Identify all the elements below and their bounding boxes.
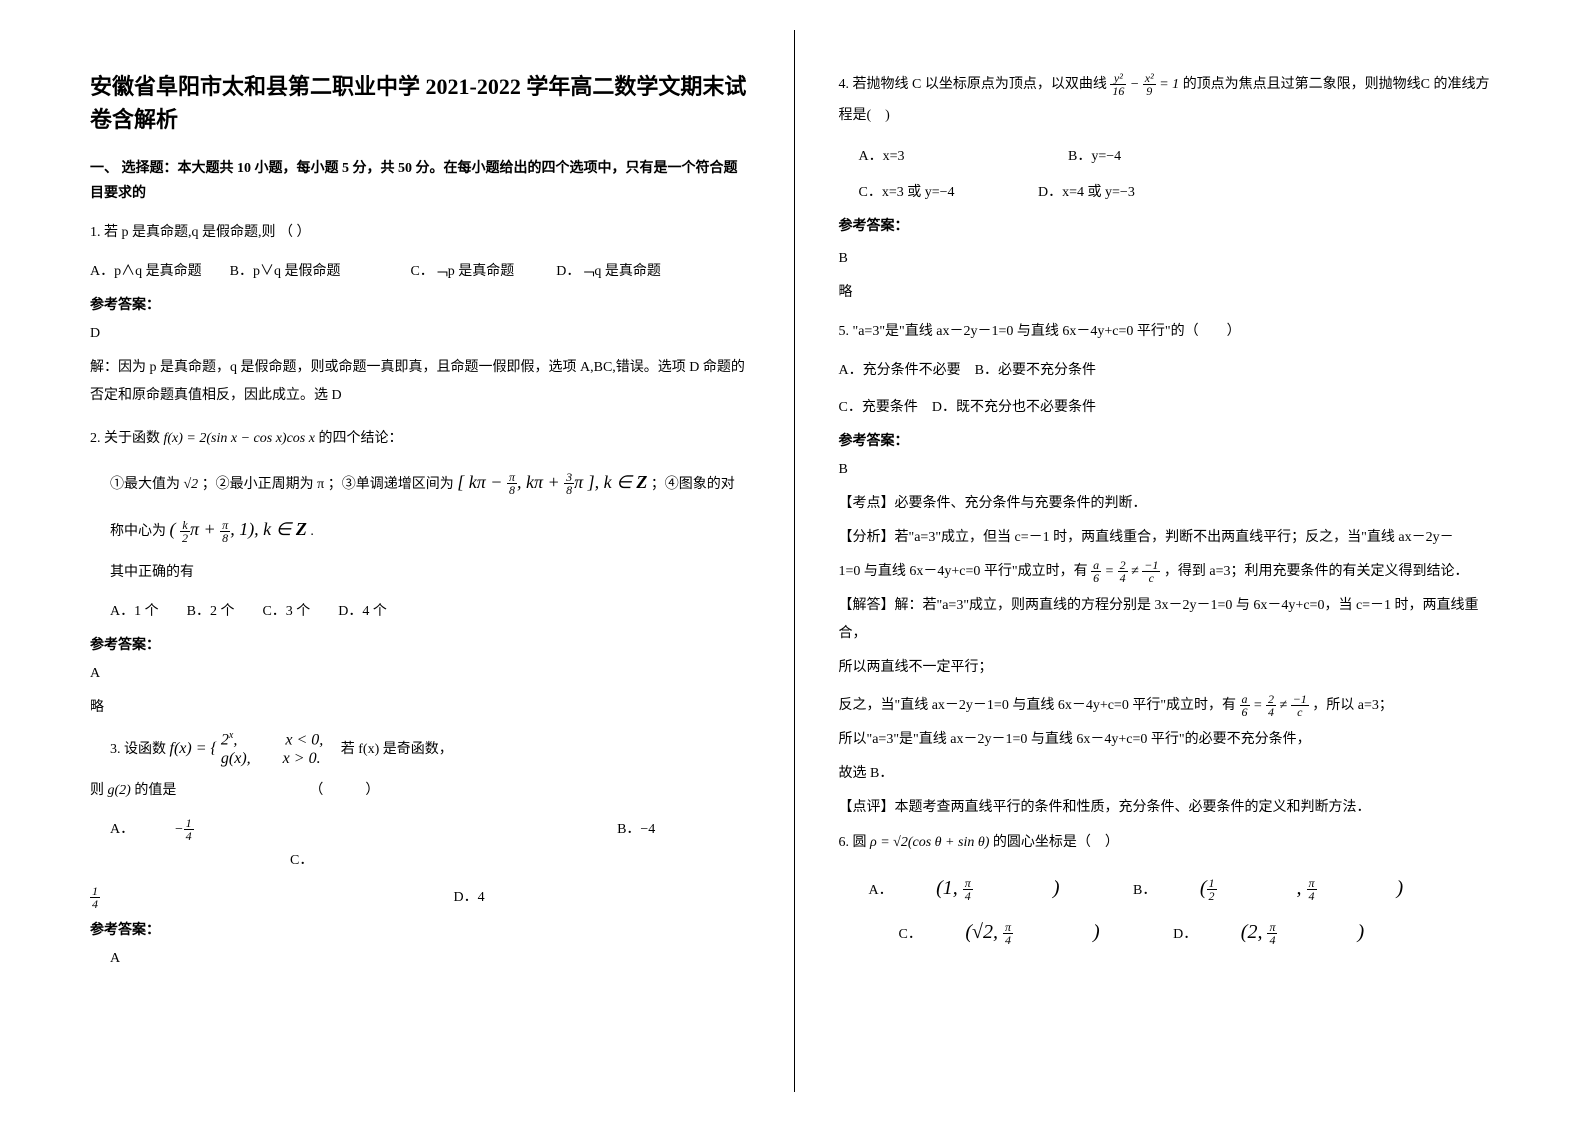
q4-answer-label: 参考答案： bbox=[839, 215, 1498, 235]
q2-stem-pre: 2. 关于函数 bbox=[90, 431, 164, 446]
q6-optC: C． bbox=[899, 927, 922, 942]
q5-fx2-post: ，得到 a=3；利用充要条件的有关定义得到结论． bbox=[1164, 564, 1469, 579]
q5-kaodian: 【考点】必要条件、充分条件与充要条件的判断． bbox=[839, 490, 1498, 518]
q2-l1-pre: ①最大值为 bbox=[110, 477, 180, 492]
q5-fx2-pre: 1=0 与直线 6x－4y+c=0 平行"成立时，有 bbox=[839, 564, 1088, 579]
q3-answer-letter: A bbox=[110, 945, 749, 973]
q2-line1: ①最大值为 √2 ；②最小正周期为 π ；③单调递增区间为 [ kπ − π8,… bbox=[110, 463, 749, 503]
q4-stem-pre: 4. 若抛物线 C 以坐标原点为顶点，以双曲线 bbox=[839, 77, 1111, 92]
q6-optD-math: (2, π4) bbox=[1241, 921, 1364, 943]
q6-optB-math: (12, π4) bbox=[1200, 877, 1403, 899]
q2-l1-mid: ；②最小正周期为 π ；③单调递增区间为 bbox=[202, 477, 454, 492]
q4-stem: 4. 若抛物线 C 以坐标原点为顶点，以双曲线 y²16 − x²9 = 1 的… bbox=[839, 70, 1498, 132]
q4-optB: B．y=−4 bbox=[1068, 149, 1121, 164]
q5-options-row1: A．充分条件不必要 B．必要不充分条件 bbox=[839, 356, 1498, 387]
q3-answer-label: 参考答案： bbox=[90, 919, 749, 939]
q2-l2-pre: 称中心为 bbox=[110, 524, 166, 539]
q5-fenxi-1: 【分析】若"a=3"成立，但当 c=－1 时，两直线重合，判断不出两直线平行；反… bbox=[839, 524, 1498, 552]
section-1-heading: 一、 选择题：本大题共 10 小题，每小题 5 分，共 50 分。在每小题给出的… bbox=[90, 156, 749, 206]
q1-options: A．p∧q 是真命题 B．p∨q 是假命题 C．﹁p 是真命题 D．﹁q 是真命… bbox=[90, 257, 749, 288]
q6-stem-pre: 6. 圆 bbox=[839, 835, 871, 850]
q6-optD: D． bbox=[1173, 927, 1197, 942]
q5-jd3-pre: 反之，当"直线 ax－2y－1=0 与直线 6x－4y+c=0 平行"成立时，有 bbox=[839, 698, 1237, 713]
q1-stem: 1. 若 p 是真命题,q 是假命题,则 （ ） bbox=[90, 218, 749, 249]
q3-optA: A． bbox=[110, 822, 134, 837]
q2-answer-label: 参考答案： bbox=[90, 634, 749, 654]
q2-l1-post: ；④图象的对 bbox=[651, 477, 735, 492]
q2-line2: 称中心为 ( k2π + π8, 1), k ∈ Z . bbox=[110, 510, 749, 550]
q1-answer-letter: D bbox=[90, 320, 749, 348]
q4-answer-letter: B bbox=[839, 245, 1498, 273]
q2-sqrt2-icon: √2 bbox=[184, 477, 199, 492]
q2-stem-post: 的四个结论： bbox=[315, 431, 403, 446]
q6-stem-math: ρ = √2(cos θ + sin θ) bbox=[870, 835, 989, 850]
q1-answer-label: 参考答案： bbox=[90, 294, 749, 314]
q5-dianping: 【点评】本题考查两直线平行的条件和性质，充分条件、必要条件的定义和判断方法． bbox=[839, 794, 1498, 822]
q5-jieda-4: 所以"a=3"是"直线 ax－2y－1=0 与直线 6x－4y+c=0 平行"的… bbox=[839, 726, 1498, 754]
q3-optC-frac: 14 bbox=[90, 890, 180, 905]
q4-optD: D．x=4 或 y=−3 bbox=[1038, 185, 1135, 200]
q4-options-row2: C．x=3 或 y=−4 D．x=4 或 y=−3 bbox=[859, 178, 1498, 209]
q2-center-icon: ( k2π + π8, 1), k ∈ Z bbox=[170, 519, 307, 539]
right-page: 4. 若抛物线 C 以坐标原点为顶点，以双曲线 y²16 − x²9 = 1 的… bbox=[794, 0, 1587, 1122]
q3-options-row2: 14 D．4 bbox=[90, 883, 749, 914]
left-page: 安徽省阜阳市太和县第二职业中学 2021-2022 学年高二数学文期末试卷含解析… bbox=[0, 0, 794, 1122]
q4-answer-omit: 略 bbox=[839, 279, 1498, 307]
q1-answer-text: 解：因为 p 是真命题，q 是假命题，则或命题一真即真，且命题一假即假，选项 A… bbox=[90, 354, 749, 410]
q5-jieda-1: 【解答】解：若"a=3"成立，则两直线的方程分别是 3x－2y－1=0 与 6x… bbox=[839, 592, 1498, 648]
q6-optA: A． bbox=[869, 883, 893, 898]
q6-options: A． (1, π4) B． (12, π4) C． (√2, π4) D． (2… bbox=[869, 866, 1498, 954]
q6-optA-math: (1, π4) bbox=[936, 877, 1059, 899]
q4-optA: A．x=3 bbox=[859, 149, 905, 164]
q6-stem-post: 的圆心坐标是（ ） bbox=[989, 835, 1119, 850]
q2-stem: 2. 关于函数 f(x) = 2(sin x − cos x)cos x 的四个… bbox=[90, 424, 749, 455]
q4-hyperbola-icon: y²16 − x²9 = 1 bbox=[1110, 77, 1179, 92]
q5-options-row2: C．充要条件 D．既不充分也不必要条件 bbox=[839, 393, 1498, 424]
q3-line2: 则 g(2) 的值是 （ ） bbox=[90, 776, 749, 807]
q2-answer-omit: 略 bbox=[90, 694, 749, 722]
doc-title: 安徽省阜阳市太和县第二职业中学 2021-2022 学年高二数学文期末试卷含解析 bbox=[90, 70, 749, 136]
q5-jieda-3: 反之，当"直线 ax－2y－1=0 与直线 6x－4y+c=0 平行"成立时，有… bbox=[839, 692, 1498, 720]
q5-answer-label: 参考答案： bbox=[839, 430, 1498, 450]
q2-line3: 其中正确的有 bbox=[110, 558, 749, 589]
q2-interval-icon: [ kπ − π8, kπ + 38π ], k ∈ Z bbox=[457, 472, 647, 492]
q3-optC: C． bbox=[290, 853, 313, 868]
q6-stem: 6. 圆 ρ = √2(cos θ + sin θ) 的圆心坐标是（ ） bbox=[839, 828, 1498, 859]
q2-l2-post: . bbox=[310, 524, 314, 539]
q3-options-row1: A． −14 B．−4 C． bbox=[90, 815, 749, 877]
q3-optB: B．−4 bbox=[617, 822, 655, 837]
q4-optC: C．x=3 或 y=−4 bbox=[859, 185, 955, 200]
q5-ratio1-icon: a6 = 24 ≠ −1c bbox=[1091, 564, 1160, 579]
q3-stem: 3. 设函数 f(x) = { 2x, x < 0,g(x), x > 0. 若… bbox=[90, 730, 749, 769]
q5-jd3-post: ，所以 a=3； bbox=[1312, 698, 1393, 713]
q5-stem: 5. "a=3"是"直线 ax－2y－1=0 与直线 6x－4y+c=0 平行"… bbox=[839, 317, 1498, 348]
q4-options-row1: A．x=3 B．y=−4 bbox=[859, 142, 1498, 173]
q3-piecewise-icon: f(x) = { 2x, x < 0,g(x), x > 0. bbox=[170, 740, 324, 757]
q3-optA-frac: −14 bbox=[174, 822, 273, 837]
q3-optD: D．4 bbox=[454, 890, 485, 905]
q3-stem-pre: 3. 设函数 bbox=[110, 742, 170, 757]
q5-answer-letter: B bbox=[839, 456, 1498, 484]
q5-jieda-2: 所以两直线不一定平行； bbox=[839, 654, 1498, 682]
q3-stem-post: 若 f(x) 是奇函数， bbox=[327, 742, 453, 757]
q6-optC-math: (√2, π4) bbox=[965, 921, 1099, 943]
q3-l2-post: 的值是 （ ） bbox=[131, 783, 380, 798]
q5-fenxi-2: 1=0 与直线 6x－4y+c=0 平行"成立时，有 a6 = 24 ≠ −1c… bbox=[839, 558, 1498, 586]
q3-l2-math: g(2) bbox=[108, 783, 131, 798]
q2-stem-math: f(x) = 2(sin x − cos x)cos x bbox=[164, 431, 315, 446]
q3-l2-pre: 则 bbox=[90, 783, 108, 798]
q2-answer-letter: A bbox=[90, 660, 749, 688]
q6-optB: B． bbox=[1133, 883, 1156, 898]
q2-options: A．1 个 B．2 个 C．3 个 D．4 个 bbox=[110, 597, 749, 628]
q5-jieda-5: 故选 B． bbox=[839, 760, 1498, 788]
q5-ratio2-icon: a6 = 24 ≠ −1c bbox=[1240, 698, 1309, 713]
